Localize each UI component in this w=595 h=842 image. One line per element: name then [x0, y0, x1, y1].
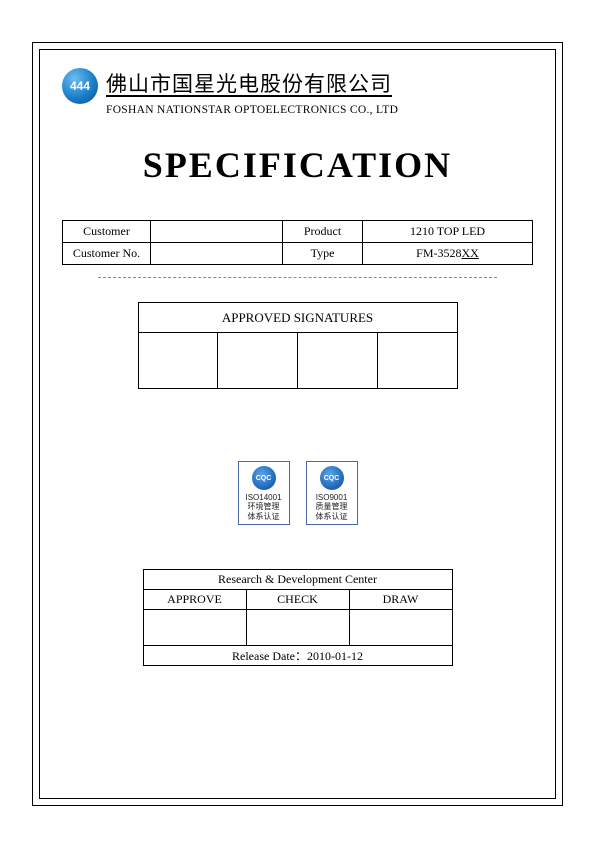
signature-cell [377, 333, 457, 389]
signatures-table: APPROVED SIGNATURES [138, 302, 458, 389]
logo-text: 444 [70, 79, 90, 93]
product-prefix: 1210 TOP [410, 224, 459, 238]
cell-customerno-label: Customer No. [63, 243, 151, 265]
cell-type-value: FM-3528XX [363, 243, 533, 265]
info-table: Customer Product 1210 TOP LED Customer N… [62, 220, 533, 265]
table-row: Release Date：2010-01-12 [143, 646, 452, 666]
cell-type-label: Type [283, 243, 363, 265]
cqc-badge-icon: CQC [252, 466, 276, 490]
company-name-cn: 佛山市国星光电股份有限公司 [106, 68, 533, 98]
table-row: Customer Product 1210 TOP LED [63, 221, 533, 243]
release-label: Release Date： [232, 649, 307, 663]
cell-customerno-value [151, 243, 283, 265]
table-row: Research & Development Center [143, 570, 452, 590]
rd-release-date: Release Date：2010-01-12 [143, 646, 452, 666]
signature-cell [218, 333, 298, 389]
product-suffix: LED [459, 224, 485, 238]
company-block: 佛山市国星光电股份有限公司 FOSHAN NATIONSTAR OPTOELEC… [106, 68, 533, 116]
type-underline: XX [462, 246, 479, 260]
cert-iso: ISO9001 [309, 493, 355, 502]
table-row: Customer No. Type FM-3528XX [63, 243, 533, 265]
cert-iso: ISO14001 [241, 493, 287, 502]
signature-cell [298, 333, 378, 389]
signature-cell [138, 333, 218, 389]
table-row [138, 333, 457, 389]
cell-product-value: 1210 TOP LED [363, 221, 533, 243]
rd-sig-cell [246, 610, 349, 646]
table-row [143, 610, 452, 646]
page-title: SPECIFICATION [62, 144, 533, 186]
cqc-badge-icon: CQC [320, 466, 344, 490]
company-logo-icon: 444 [62, 68, 98, 104]
rd-col-draw: DRAW [349, 590, 452, 610]
company-name-en: FOSHAN NATIONSTAR OPTOELECTRONICS CO., L… [106, 104, 533, 116]
rd-col-approve: APPROVE [143, 590, 246, 610]
certification-badge: CQC ISO9001 质量管理 体系认证 [306, 461, 358, 525]
certifications-row: CQC ISO14001 环境管理 体系认证 CQC ISO9001 质量管理 … [62, 461, 533, 525]
rd-sig-cell [349, 610, 452, 646]
outer-frame: 444 佛山市国星光电股份有限公司 FOSHAN NATIONSTAR OPTO… [32, 42, 563, 806]
signatures-block: APPROVED SIGNATURES [138, 302, 458, 389]
table-row: APPROVE CHECK DRAW [143, 590, 452, 610]
cert-cn-line: 质量管理 [309, 502, 355, 512]
rd-table: Research & Development Center APPROVE CH… [143, 569, 453, 666]
badge-text: CQC [256, 475, 272, 482]
signatures-heading: APPROVED SIGNATURES [138, 303, 457, 333]
badge-text: CQC [324, 475, 340, 482]
cell-customer-value [151, 221, 283, 243]
inner-frame: 444 佛山市国星光电股份有限公司 FOSHAN NATIONSTAR OPTO… [39, 49, 556, 799]
release-date-value: 2010-01-12 [307, 649, 363, 663]
rd-heading: Research & Development Center [143, 570, 452, 590]
dashed-separator [98, 277, 497, 278]
table-row: APPROVED SIGNATURES [138, 303, 457, 333]
cert-cn-line: 体系认证 [241, 512, 287, 522]
cert-cn-line: 体系认证 [309, 512, 355, 522]
header: 444 佛山市国星光电股份有限公司 FOSHAN NATIONSTAR OPTO… [62, 68, 533, 116]
rd-col-check: CHECK [246, 590, 349, 610]
certification-badge: CQC ISO14001 环境管理 体系认证 [238, 461, 290, 525]
type-prefix: FM-3528 [416, 246, 461, 260]
cell-customer-label: Customer [63, 221, 151, 243]
rd-sig-cell [143, 610, 246, 646]
cell-product-label: Product [283, 221, 363, 243]
rd-center-block: Research & Development Center APPROVE CH… [143, 569, 453, 666]
cert-cn-line: 环境管理 [241, 502, 287, 512]
